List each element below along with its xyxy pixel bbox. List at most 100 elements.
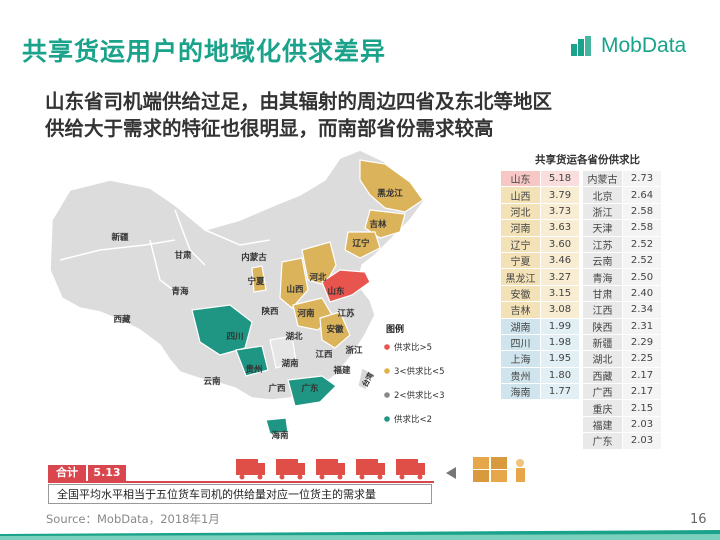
label-liaoning: 辽宁 [352,238,370,249]
label-ningxia: 宁夏 [247,276,265,287]
province-name: 内蒙古 [582,169,623,188]
label-xizang: 西藏 [113,314,131,325]
province-name: 广西 [582,383,623,401]
ratio-value: 2.64 [622,186,662,204]
label-guizhou: 贵州 [245,364,262,375]
page-number: 16 [690,512,707,527]
ratio-value: 3.08 [540,301,580,319]
province-name: 辽宁 [500,235,541,253]
subtitle-line-1: 山东省司机端供给过足，由其辐射的周边四省及东北等地区 [45,90,553,113]
region-heilongjiang [359,159,424,213]
truck-icon [356,459,385,480]
label-jilin: 吉林 [369,219,387,230]
table-row: 西藏 2.17 [582,366,662,385]
province-name: 吉林 [500,301,541,319]
page-title: 共享货运用户的地域化供求差异 [22,37,387,66]
summary-label: 合计 [48,465,86,481]
ratio-value: 1.77 [540,383,580,401]
ratio-value: 2.31 [622,317,662,335]
table-row: 吉林 3.08 [500,301,580,319]
region-sichuan [191,304,253,356]
ratio-value: 5.18 [540,169,580,188]
legend-marker-low [384,416,390,422]
truck-icon [276,459,305,480]
subtitle-line-2: 供给大于需求的特征也很明显，而南部省份需求较高 [45,117,494,140]
label-hainan: 海南 [271,430,289,441]
table-row: 广西 2.17 [582,383,662,401]
table-row: 湖南 1.99 [500,317,580,335]
ratio-value: 2.52 [622,251,662,270]
province-name: 安徽 [500,284,541,303]
table-row: 湖北 2.25 [582,350,662,368]
table-row: 河南 3.63 [500,219,580,237]
legend-label-low: 供求比<2 [394,414,432,425]
province-name: 云南 [582,251,623,270]
table-row: 内蒙古 2.73 [582,169,662,188]
table-row: 江西 2.34 [582,301,662,319]
table-row: 海南 1.77 [500,383,580,401]
ratio-value: 2.29 [622,333,662,352]
truck-icons [236,459,425,480]
label-hunan: 湖南 [281,358,299,369]
province-name: 甘肃 [582,284,623,303]
province-name: 黑龙江 [500,268,541,286]
table-row: 安徽 3.15 [500,284,580,303]
label-shanxi: 山西 [286,284,304,295]
ratio-value: 3.73 [540,202,580,221]
label-anhui: 安徽 [326,324,344,335]
province-name: 福建 [582,415,623,434]
ratio-value: 2.58 [622,202,662,221]
ratio-value: 2.40 [622,284,662,303]
truck-icon [236,459,265,480]
ratio-table-right: 内蒙古 2.73 北京 2.64 浙江 2.58 天津 2.58 江苏 2.52 云南 2.52 青海 2… [582,169,662,450]
legend-marker-mid [384,368,390,374]
region-liaoning [344,231,381,259]
table-row: 广东 2.03 [582,432,662,450]
ratio-value: 1.95 [540,350,580,368]
label-sichuan: 四川 [226,332,243,342]
table-row: 新疆 2.29 [582,333,662,352]
china-map: 新疆 西藏 青海 甘肃 内蒙古 宁夏 陕西 山西 河北 山东 河南 黑龙江 吉林… [49,150,445,441]
region-ningxia [251,265,267,293]
province-name: 西藏 [582,366,623,385]
ratio-value: 3.60 [540,235,580,253]
province-name: 青海 [582,268,623,286]
label-neimenggu: 内蒙古 [241,252,267,263]
legend-marker-lowmid [384,392,390,398]
label-jiangxi: 江西 [315,349,333,360]
ratio-value: 2.03 [622,432,662,450]
region-anhui [319,311,351,349]
summary-value: 5.13 [88,465,126,481]
label-shaanxi: 陕西 [261,306,279,317]
ratio-value: 2.25 [622,350,662,368]
map-legend: 图例 供求比>5 3<供求比<5 2<供求比<3 供求比<2 [384,323,445,425]
truck-icon [316,459,345,480]
label-zhejiang: 浙江 [345,345,363,356]
province-name: 陕西 [582,317,623,335]
ratio-value: 3.46 [540,251,580,270]
province-name: 江苏 [582,235,623,253]
table-row: 北京 2.64 [582,186,662,204]
ratio-value: 2.58 [622,219,662,237]
table-row: 重庆 2.15 [582,399,662,417]
table-row: 山西 3.79 [500,186,580,204]
legend-marker-high [384,344,390,350]
legend-label-lowmid: 2<供求比<3 [394,390,445,401]
ratio-value: 2.03 [622,415,662,434]
label-hubei: 湖北 [285,331,303,342]
province-name: 浙江 [582,202,623,221]
summary-text: 全国平均水平相当于五位货车司机的供给量对应一位货主的需求量 [48,484,432,504]
region-guangdong [287,375,337,407]
summary-divider [48,481,434,483]
province-name: 天津 [582,219,623,237]
region-shandong [321,269,371,303]
trucks-illustration [236,457,525,482]
label-jiangsu: 江苏 [337,308,355,319]
region-taiwan [357,367,371,391]
ratio-table-title: 共享货运各省份供求比 [535,154,640,166]
mobdata-logo: MobData [571,34,686,58]
province-name: 宁夏 [500,251,541,270]
table-row: 天津 2.58 [582,219,662,237]
label-henan: 河南 [297,308,315,319]
label-fujian: 福建 [332,365,351,376]
